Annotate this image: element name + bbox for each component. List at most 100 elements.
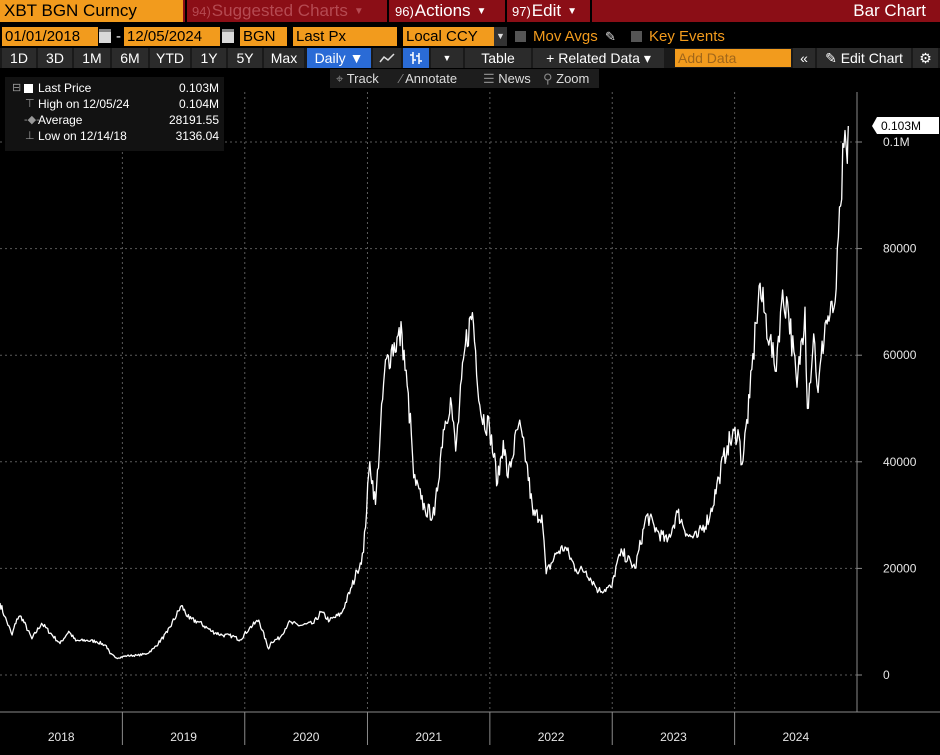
x-tick-label: 2023 bbox=[660, 730, 687, 744]
period-1d-button[interactable]: 1D bbox=[2, 48, 36, 68]
y-tick-label: 0.1M bbox=[883, 135, 910, 149]
legend-box: ⊟ Last Price 0.103M ⊤ High on 12/05/24 0… bbox=[5, 77, 224, 151]
y-tick-label: 80000 bbox=[883, 242, 917, 256]
x-tick-label: 2019 bbox=[170, 730, 197, 744]
x-tick-label: 2021 bbox=[415, 730, 442, 744]
actions-menu[interactable]: 96)Actions ▼ bbox=[395, 0, 486, 22]
ticker-field[interactable]: XBT BGN Curncy bbox=[0, 0, 183, 22]
news-tool[interactable]: ☰ News bbox=[483, 69, 531, 88]
period-5y-button[interactable]: 5Y bbox=[228, 48, 262, 68]
zoom-label: Zoom bbox=[556, 71, 590, 86]
legend-value: 28191.55 bbox=[168, 113, 219, 127]
chart-grid bbox=[0, 92, 857, 712]
mov-avgs-checkbox[interactable] bbox=[515, 31, 526, 42]
menu-divider bbox=[387, 0, 389, 22]
legend-value: 0.104M bbox=[178, 97, 219, 111]
dropdown-arrow-icon: ▼ bbox=[567, 6, 577, 17]
related-data-button[interactable]: + Related Data ▾ bbox=[533, 48, 664, 68]
x-tick-label: 2022 bbox=[538, 730, 565, 744]
annotate-pen-icon: ∕ bbox=[400, 71, 406, 86]
line-chart-icon[interactable] bbox=[373, 48, 401, 68]
chart-type-dropdown-icon[interactable]: ▼ bbox=[431, 48, 463, 68]
tree-branch-icon: ⊟ bbox=[12, 82, 22, 94]
legend-label: Low on 12/14/18 bbox=[38, 129, 127, 143]
key-events-label[interactable]: Key Events bbox=[649, 28, 725, 45]
track-label: Track bbox=[346, 71, 379, 86]
period-max-button[interactable]: Max bbox=[264, 48, 304, 68]
dropdown-arrow-icon: ▼ bbox=[476, 6, 487, 17]
last-price-flag-text: 0.103M bbox=[881, 119, 921, 133]
title-bar: XBT BGN Curncy 94)Suggested Charts ▼ 96)A… bbox=[0, 0, 940, 22]
period-1y-button[interactable]: 1Y bbox=[192, 48, 226, 68]
currency-select[interactable]: Local CCY bbox=[403, 27, 494, 46]
annotate-label: Annotate bbox=[405, 71, 458, 86]
calendar-icon[interactable] bbox=[222, 29, 234, 43]
period-1m-button[interactable]: 1M bbox=[74, 48, 110, 68]
bar-chart-icon[interactable] bbox=[403, 48, 429, 68]
track-tool[interactable]: ⌖ Track bbox=[336, 69, 379, 88]
chart-axes: 0 20000 40000 60000 80000 0.1M 2018 2019 2020 202… bbox=[0, 92, 940, 745]
y-tick-label: 20000 bbox=[883, 561, 917, 575]
menu-divider bbox=[590, 0, 592, 22]
edit-menu[interactable]: 97)Edit ▼ bbox=[512, 0, 577, 22]
frequency-dropdown[interactable]: Daily ▼ bbox=[307, 48, 371, 68]
menu-label: Suggested Charts bbox=[211, 1, 348, 20]
menu-number: 94) bbox=[192, 4, 211, 19]
legend-label: Last Price bbox=[38, 81, 92, 95]
x-tick-label: 2020 bbox=[293, 730, 320, 744]
last-price-marker: 0.103M bbox=[872, 117, 939, 135]
x-tick-label: 2024 bbox=[782, 730, 809, 744]
y-tick-label: 40000 bbox=[883, 455, 917, 469]
key-events-checkbox[interactable] bbox=[631, 31, 642, 42]
add-data-input[interactable]: Add Data bbox=[675, 49, 791, 67]
legend-value: 0.103M bbox=[178, 81, 219, 95]
menu-divider bbox=[505, 0, 507, 22]
period-toolbar: 1D 3D 1M 6M YTD 1Y 5Y Max Daily ▼ ▼ Tabl… bbox=[0, 48, 940, 68]
menu-divider bbox=[185, 0, 187, 22]
source-field[interactable]: BGN bbox=[240, 27, 287, 46]
table-button[interactable]: Table bbox=[465, 48, 531, 68]
legend-label: High on 12/05/24 bbox=[38, 97, 130, 111]
view-title: Bar Chart bbox=[853, 1, 926, 20]
price-field-select[interactable]: Last Px bbox=[293, 27, 397, 46]
legend-row-high[interactable]: ⊤ High on 12/05/24 0.104M bbox=[5, 96, 224, 112]
settings-gear-icon[interactable]: ⚙ bbox=[913, 48, 938, 68]
dropdown-arrow-icon: ▼ bbox=[353, 6, 364, 17]
annotate-tool[interactable]: ∕ Annotate bbox=[400, 69, 457, 88]
period-6m-button[interactable]: 6M bbox=[112, 48, 148, 68]
currency-dropdown-icon[interactable]: ▼ bbox=[494, 27, 507, 46]
settings-row: 01/01/2018 - 12/05/2024 BGN Last Px Loca… bbox=[0, 27, 940, 47]
menu-label: Edit bbox=[531, 1, 562, 20]
mov-avgs-label[interactable]: Mov Avgs bbox=[533, 28, 598, 45]
legend-row-average[interactable]: -◆- Average 28191.55 bbox=[5, 112, 224, 128]
suggested-charts-menu[interactable]: 94)Suggested Charts ▼ bbox=[192, 0, 364, 22]
menu-number: 97) bbox=[512, 4, 531, 19]
start-date-field[interactable]: 01/01/2018 bbox=[2, 27, 98, 46]
edit-chart-label: Edit Chart bbox=[840, 50, 903, 66]
chart-tools-bar: ⌖ Track ∕ Annotate ☰ News ⚲ Zoom bbox=[330, 69, 599, 88]
calendar-icon[interactable] bbox=[99, 29, 111, 43]
legend-row-low[interactable]: ⊥ Low on 12/14/18 3136.04 bbox=[5, 128, 224, 144]
average-marker-icon: -◆- bbox=[24, 114, 40, 126]
news-label: News bbox=[498, 71, 531, 86]
last-price-flag bbox=[872, 117, 939, 135]
menu-label: Actions bbox=[414, 1, 471, 20]
menu-number: 96) bbox=[395, 4, 414, 19]
period-ytd-button[interactable]: YTD bbox=[150, 48, 190, 68]
collapse-icon[interactable]: « bbox=[793, 48, 815, 68]
news-icon: ☰ bbox=[483, 71, 499, 86]
y-tick-label: 60000 bbox=[883, 348, 917, 362]
legend-value: 3136.04 bbox=[175, 129, 219, 143]
edit-chart-button[interactable]: ✎ Edit Chart bbox=[817, 48, 911, 68]
legend-row-last-price[interactable]: ⊟ Last Price 0.103M bbox=[5, 80, 224, 96]
pencil-icon[interactable]: ✎ bbox=[605, 29, 616, 44]
series-color-swatch bbox=[24, 84, 33, 93]
period-3d-button[interactable]: 3D bbox=[38, 48, 72, 68]
zoom-tool[interactable]: ⚲ Zoom bbox=[543, 69, 589, 88]
magnifier-icon: ⚲ bbox=[543, 71, 557, 86]
end-date-field[interactable]: 12/05/2024 bbox=[124, 27, 220, 46]
date-separator: - bbox=[116, 28, 121, 45]
y-tick-label: 0 bbox=[883, 668, 890, 682]
crosshair-icon: ⌖ bbox=[336, 71, 347, 86]
